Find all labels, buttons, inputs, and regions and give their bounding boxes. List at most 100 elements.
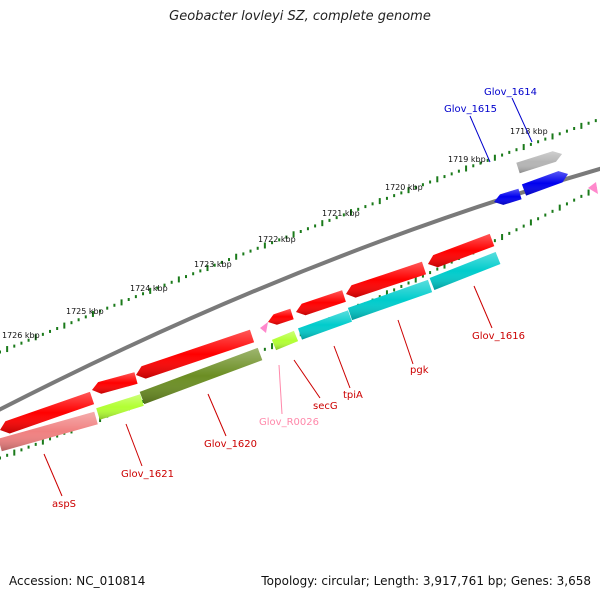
outer-tick xyxy=(364,205,367,209)
inner-tick xyxy=(537,217,540,221)
outer-tick xyxy=(34,334,37,341)
outer-tick xyxy=(206,265,209,272)
outer-tick xyxy=(56,327,59,331)
outer-tick xyxy=(20,341,23,345)
feature-glov1621-upper-shade xyxy=(92,372,138,394)
outer-tick xyxy=(486,158,489,162)
gene-label: tpiA xyxy=(343,390,363,401)
inner-tick xyxy=(263,347,266,351)
inner-tick xyxy=(421,274,424,278)
outer-tick xyxy=(393,194,396,198)
inner-tick xyxy=(573,198,576,202)
inner-tick xyxy=(414,276,417,283)
outer-tick xyxy=(285,235,288,239)
accession-text: Accession: NC_010814 xyxy=(9,574,146,588)
inner-tick xyxy=(587,189,590,196)
inner-tick xyxy=(436,267,439,271)
gene-leader-line xyxy=(397,319,414,365)
inner-tick xyxy=(6,453,9,457)
outer-tick xyxy=(429,180,432,184)
inner-tick xyxy=(544,213,547,217)
outer-tick xyxy=(407,187,410,194)
outer-tick xyxy=(544,137,547,141)
inner-tick xyxy=(56,434,59,438)
feature-glov1620-lower-shade xyxy=(139,347,263,405)
outer-tick xyxy=(271,241,274,245)
inner-tick xyxy=(429,271,432,275)
feature-glov1621-lower-shade xyxy=(96,394,144,420)
outer-tick xyxy=(479,161,482,165)
gene-leader-line xyxy=(473,285,493,329)
inner-tick xyxy=(580,194,583,198)
inner-tick xyxy=(34,442,37,446)
feature-glov1616-upper-shade xyxy=(428,233,495,268)
outer-tick xyxy=(13,344,16,348)
outer-tick xyxy=(350,209,353,216)
outer-tick xyxy=(27,338,30,342)
genome-backbone xyxy=(0,166,600,412)
outer-tick xyxy=(149,287,152,294)
feature-tpiA-lower-shade xyxy=(298,310,352,340)
outer-tick xyxy=(501,153,504,157)
outer-tick xyxy=(299,230,302,233)
feature-layer xyxy=(0,151,598,452)
inner-tick xyxy=(501,234,504,241)
inner-tick xyxy=(400,284,403,288)
gene-label: Glov_1621 xyxy=(121,469,174,480)
gene-leader-line xyxy=(207,393,227,437)
inner-tick xyxy=(0,456,1,460)
outer-tick xyxy=(594,119,597,123)
kbp-tick-label: 1719 kbp xyxy=(448,155,486,164)
outer-tick xyxy=(63,322,66,329)
inner-tick xyxy=(558,204,561,211)
outer-tick xyxy=(6,346,9,353)
outer-tick xyxy=(414,185,417,189)
kbp-tick-label: 1722 kbp xyxy=(258,235,296,244)
feature-glov1616-lower-shade xyxy=(429,252,501,290)
outer-tick xyxy=(263,242,266,249)
outer-tick xyxy=(580,122,583,129)
gene-label: Glov_1615 xyxy=(444,104,497,115)
outer-tick xyxy=(529,142,532,146)
gene-leader-line xyxy=(469,115,491,163)
feature-secG-upper-shade xyxy=(268,308,294,325)
outer-tick xyxy=(421,183,424,187)
inner-tick xyxy=(551,209,554,213)
gene-label: Glov_R0026 xyxy=(259,417,319,428)
inner-tick xyxy=(378,295,381,299)
outer-tick xyxy=(321,220,324,227)
outer-tick xyxy=(565,129,568,133)
outer-tick xyxy=(199,269,202,273)
feature-pgk-lower-shade xyxy=(347,279,433,321)
inner-tick xyxy=(493,239,496,243)
outer-tick xyxy=(156,286,159,290)
gene-leader-line xyxy=(511,97,533,143)
outer-tick xyxy=(292,231,295,238)
gene-label: Glov_1620 xyxy=(204,439,257,450)
outer-tick xyxy=(213,263,216,267)
outer-tick xyxy=(436,176,439,183)
outer-tick xyxy=(508,150,511,154)
inner-tick xyxy=(565,202,568,206)
kbp-tick-label: 1720 kbp xyxy=(385,183,423,192)
feature-aspS-lower-shade xyxy=(0,411,98,452)
feature-glov1615-shade xyxy=(494,188,522,205)
inner-tick xyxy=(529,219,532,226)
backbone-layer xyxy=(0,166,600,412)
outer-tick xyxy=(113,303,116,307)
feature-glov1614-gray-shade xyxy=(516,151,562,174)
gene-label: aspS xyxy=(52,499,76,510)
outer-tick xyxy=(515,148,518,152)
outer-tick xyxy=(170,280,173,284)
feature-glov1614-blue-shade xyxy=(521,171,568,196)
outer-tick xyxy=(551,133,554,140)
inner-tick xyxy=(27,445,30,449)
outer-tick xyxy=(84,315,87,319)
feature-aspS-upper-shade xyxy=(0,391,95,434)
inner-tick xyxy=(515,228,518,232)
feature-pgk-upper-shade xyxy=(346,261,427,298)
gene-label: Glov_1614 xyxy=(484,87,537,98)
tick-layer: 1718 kbp 1719 kbp 1720 kbp 1721 kbp 1722 kbp… xyxy=(0,119,597,460)
outer-tick xyxy=(235,253,238,260)
